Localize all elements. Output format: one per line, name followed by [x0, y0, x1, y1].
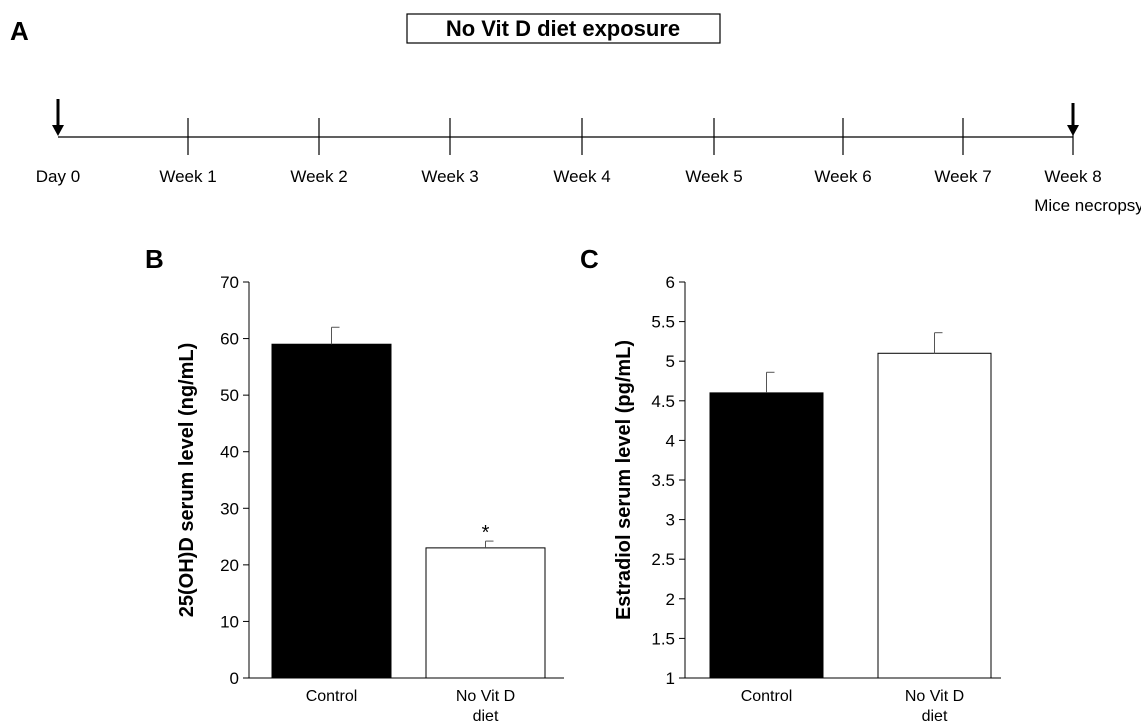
y-tick-label: 4.5 [651, 392, 675, 411]
y-tick-label: 0 [230, 669, 239, 688]
category-label: diet [922, 708, 948, 725]
y-tick-label: 50 [220, 386, 239, 405]
category-label: diet [473, 708, 499, 725]
timeline-label: Week 2 [290, 167, 347, 186]
y-tick-label: 40 [220, 443, 239, 462]
panel-c-letter: C [580, 244, 599, 274]
y-tick-label: 20 [220, 556, 239, 575]
chart-b-plot: 0 10 20 30 40 50 60 70 Control * No Vit D diet 25(OH… [176, 273, 564, 725]
y-tick-label: 30 [220, 499, 239, 518]
panel-b-letter: B [145, 244, 164, 274]
panel-a-letter: A [10, 16, 29, 46]
timeline-arrow-head [52, 125, 64, 136]
y-axis-label: 25(OH)D serum level (ng/mL) [176, 343, 198, 618]
timeline: Day 0 Week 1 Week 2 Week 3 Week 4 Week 5 Week … [36, 99, 1141, 215]
category-label: Control [306, 688, 358, 705]
bar [877, 352, 992, 679]
y-tick-label: 5.5 [651, 313, 675, 332]
y-axis-label: Estradiol serum level (pg/mL) [613, 340, 635, 620]
y-tick-label: 2.5 [651, 550, 675, 569]
timeline-label: Week 8 [1044, 167, 1101, 186]
panel-c-chart: C 1 1.5 2 2.5 3 3.5 4 4.5 5 5.5 6 Control No Vit D di… [580, 244, 1001, 725]
y-tick-label: 1.5 [651, 629, 675, 648]
y-tick-label: 4 [666, 431, 675, 450]
bar [425, 547, 546, 679]
timeline-end-note: Mice necropsy [1034, 196, 1141, 215]
exposure-label: No Vit D diet exposure [446, 16, 680, 41]
category-label: Control [741, 688, 793, 705]
timeline-label: Week 3 [421, 167, 478, 186]
y-tick-label: 70 [220, 273, 239, 292]
exposure-label-box [406, 13, 721, 44]
timeline-label: Week 7 [934, 167, 991, 186]
timeline-label: Week 5 [685, 167, 742, 186]
y-tick-label: 6 [666, 273, 675, 292]
timeline-label: Week 6 [814, 167, 871, 186]
bar [271, 343, 392, 679]
y-tick-label: 3 [666, 511, 675, 530]
significance-mark: * [482, 522, 490, 544]
chart-c-plot: 1 1.5 2 2.5 3 3.5 4 4.5 5 5.5 6 Control No Vit D diet… [613, 273, 1001, 725]
timeline-label: Week 4 [553, 167, 610, 186]
y-tick-label: 60 [220, 330, 239, 349]
timeline-label: Day 0 [36, 167, 80, 186]
y-tick-label: 3.5 [651, 471, 675, 490]
bar [709, 392, 824, 679]
panel-b-chart: B 0 10 20 30 40 50 60 70 Control * No Vit D diet 25(… [145, 244, 564, 725]
timeline-arrow-head [1067, 125, 1079, 136]
y-tick-label: 1 [666, 669, 675, 688]
category-label: No Vit D [456, 688, 515, 705]
timeline-label: Week 1 [159, 167, 216, 186]
y-tick-label: 2 [666, 590, 675, 609]
y-tick-label: 5 [666, 352, 675, 371]
panel-a-timeline: A No Vit D diet exposure Day 0 Week 1 Week… [10, 13, 1141, 215]
y-tick-label: 10 [220, 612, 239, 631]
category-label: No Vit D [905, 688, 964, 705]
